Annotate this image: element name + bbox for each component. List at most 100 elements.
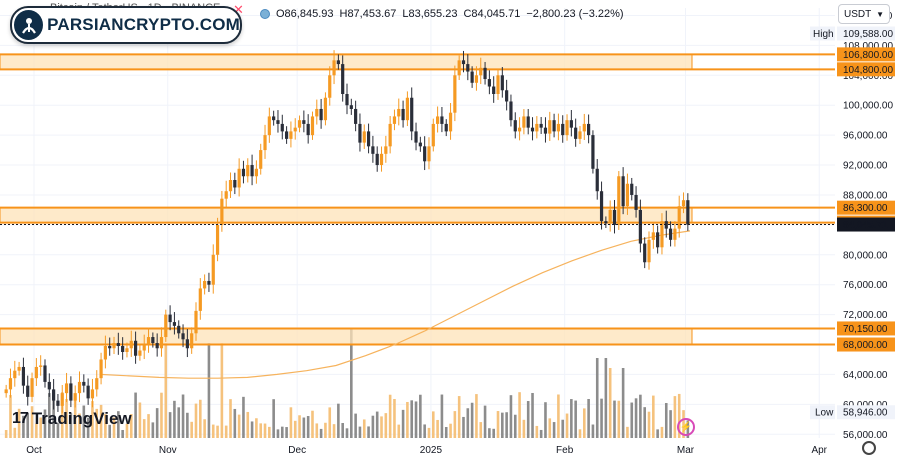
candle-body [535, 123, 539, 132]
candle-body [250, 165, 254, 177]
volume-bar [280, 426, 284, 438]
candle-body [436, 116, 440, 124]
candle-body [39, 365, 43, 367]
volume-bar [4, 430, 8, 438]
candle-body [181, 333, 185, 340]
candle-body [194, 310, 198, 334]
candle-body [17, 366, 21, 371]
volume-bar [233, 408, 237, 438]
candle-body [664, 221, 668, 229]
current-price-label: 84,045.71 [843, 220, 888, 231]
volume-bar [354, 413, 357, 438]
candle-body [453, 75, 457, 113]
candle-body [505, 90, 509, 102]
lightning-icon[interactable]: ⚡ [677, 418, 695, 436]
candle-body [379, 153, 384, 166]
volume-bar [39, 417, 42, 438]
volume-bar [186, 412, 189, 438]
candle-body [215, 224, 220, 255]
zone-rect [0, 53, 693, 70]
tradingview-logo[interactable]: 17 TradingView [12, 409, 132, 429]
candle-body [470, 71, 474, 83]
candle-body [108, 346, 112, 349]
candle-body [487, 79, 491, 87]
candle-body [237, 168, 241, 188]
volume-bar [181, 394, 185, 438]
time-axis[interactable]: Oct Nov Dec 2025 Feb Mar Apr [0, 438, 835, 462]
candle-body [556, 123, 561, 132]
volume-bar [17, 408, 21, 438]
volume-bar [26, 412, 30, 438]
candle-body [332, 60, 336, 76]
support-resistance-zones [0, 53, 835, 346]
candle-body [151, 337, 155, 344]
candle-body [8, 378, 13, 390]
candle-body [159, 337, 164, 349]
volume-bar [259, 423, 263, 438]
volume-bar [78, 413, 81, 438]
volume-bar [207, 343, 211, 438]
moving-average [99, 230, 691, 379]
close-icon[interactable]: ✕ [233, 2, 244, 17]
candle-body [466, 64, 470, 72]
settings-icon[interactable] [862, 441, 876, 455]
tradingview-text: TradingView [31, 409, 132, 428]
volume-bar [470, 402, 474, 438]
candle-body [526, 116, 530, 128]
volume-bar [634, 398, 638, 438]
volume-bar [600, 398, 603, 438]
watermark-text: PARSIANCRYPTO.COM [47, 15, 240, 34]
volume-bar [155, 408, 159, 438]
candle-body [73, 393, 77, 401]
volume-bar [440, 394, 444, 438]
volume-bar [134, 392, 137, 438]
time-tick-label: Mar [677, 445, 695, 456]
parsiancrypto-watermark: PARSIANCRYPTO.COM [10, 6, 242, 44]
zone-rect [0, 327, 693, 346]
candle-body [509, 101, 513, 121]
price-tick-label: 108,000.00 [843, 41, 893, 52]
price-tick-label: 96,000.00 [843, 131, 888, 142]
volume-bar [337, 403, 340, 438]
volume-bar [302, 417, 306, 438]
candle-body [405, 97, 410, 121]
price-tick-label: 80,000.00 [843, 250, 888, 261]
candle-body [660, 221, 664, 248]
candle-body [643, 243, 647, 263]
candle-body [90, 389, 95, 399]
candle-body [21, 366, 26, 386]
volume-bar [677, 393, 681, 438]
candle-body [427, 146, 431, 162]
candle-body [198, 288, 202, 311]
volume-bar [505, 412, 508, 438]
volume-bar [13, 427, 17, 438]
ohlc-open: O86,845.93 [276, 8, 334, 20]
volume-bar [565, 413, 569, 438]
volume-bars [4, 328, 690, 438]
volume-bar [574, 400, 577, 438]
candle-body [517, 127, 522, 132]
candle-body [461, 60, 466, 65]
volume-bar [289, 407, 293, 438]
ohlc-change: −2,800.23 (−3.22%) [526, 8, 624, 20]
zone-price-label: 106,800.00 [843, 50, 893, 61]
volume-bar [56, 423, 60, 438]
candlesticks [4, 50, 690, 414]
volume-bar [328, 407, 332, 438]
ma-line [99, 230, 691, 379]
volume-bar [129, 414, 133, 438]
candle-body [392, 116, 397, 124]
volume-bar [362, 419, 366, 438]
candle-body [164, 314, 168, 338]
volume-bar [246, 411, 250, 438]
time-axis-background [0, 438, 835, 462]
candle-body [155, 343, 159, 349]
candle-body [138, 350, 142, 356]
currency-selector[interactable]: USDT ▼ [838, 4, 890, 24]
candle-body [595, 168, 599, 192]
candle-body [686, 200, 690, 225]
candle-body [604, 221, 608, 224]
candle-body [77, 381, 82, 394]
candle-body [323, 97, 328, 121]
